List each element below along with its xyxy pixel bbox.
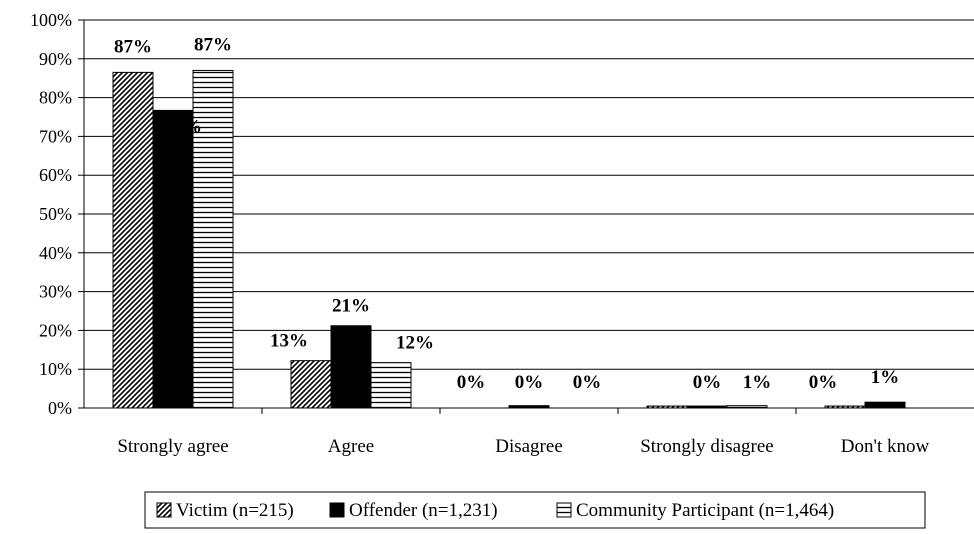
bar — [112, 71, 154, 409]
y-tick-label: 0% — [48, 398, 72, 418]
data-label: 87% — [114, 36, 152, 57]
bar — [686, 405, 728, 409]
y-tick-label: 60% — [39, 165, 72, 185]
bar — [726, 405, 768, 409]
data-label: 87% — [194, 34, 232, 55]
data-label: 0% — [457, 372, 486, 393]
data-label: 12% — [396, 333, 434, 354]
data-label: 1% — [871, 367, 900, 388]
y-tick-label: 70% — [39, 126, 72, 146]
y-tick-label: 10% — [39, 359, 72, 379]
y-tick-label: 40% — [39, 243, 72, 263]
y-tick-label: 100% — [30, 10, 72, 30]
bar — [290, 360, 332, 409]
x-tick-label: Don't know — [841, 436, 930, 457]
data-label: 77% — [164, 116, 202, 137]
x-tick-label: Agree — [328, 436, 374, 457]
bar — [370, 362, 412, 409]
data-label: 0% — [515, 372, 544, 393]
bar — [192, 69, 234, 409]
data-label: 0% — [573, 372, 602, 393]
data-label: 21% — [332, 296, 370, 317]
bar — [508, 405, 550, 409]
legend-box — [144, 491, 926, 529]
x-tick-label: Strongly agree — [117, 436, 228, 457]
bar — [330, 325, 372, 409]
data-label: 1% — [743, 372, 772, 393]
x-tick-label: Disagree — [495, 436, 563, 457]
y-tick-label: 50% — [39, 204, 72, 224]
data-label: 13% — [270, 331, 308, 352]
legend-swatch — [556, 502, 572, 518]
data-label: 0% — [693, 372, 722, 393]
bar — [646, 405, 688, 409]
legend: Victim (n=215) Offender (n=1,231) Communit… — [144, 491, 926, 529]
y-tick-label: 30% — [39, 282, 72, 302]
bar — [864, 401, 906, 409]
y-tick-label: 80% — [39, 88, 72, 108]
x-tick-label: Strongly disagree — [640, 436, 774, 457]
bar — [152, 109, 194, 409]
bar — [824, 405, 866, 409]
legend-label: Offender (n=1,231) — [349, 500, 498, 521]
legend-swatch — [156, 502, 172, 518]
bars — [112, 69, 906, 409]
legend-label: Victim (n=215) — [176, 500, 294, 521]
y-tick-label: 20% — [39, 320, 72, 340]
legend-label: Community Participant (n=1,464) — [576, 500, 834, 521]
legend-swatch — [329, 502, 345, 518]
data-label: 0% — [809, 372, 838, 393]
data-labels: 87% 77% 87% 13% 21% 12% 0% 0% 0% 0% 1% 0% 1% — [114, 34, 899, 393]
y-tick-label: 90% — [39, 49, 72, 69]
